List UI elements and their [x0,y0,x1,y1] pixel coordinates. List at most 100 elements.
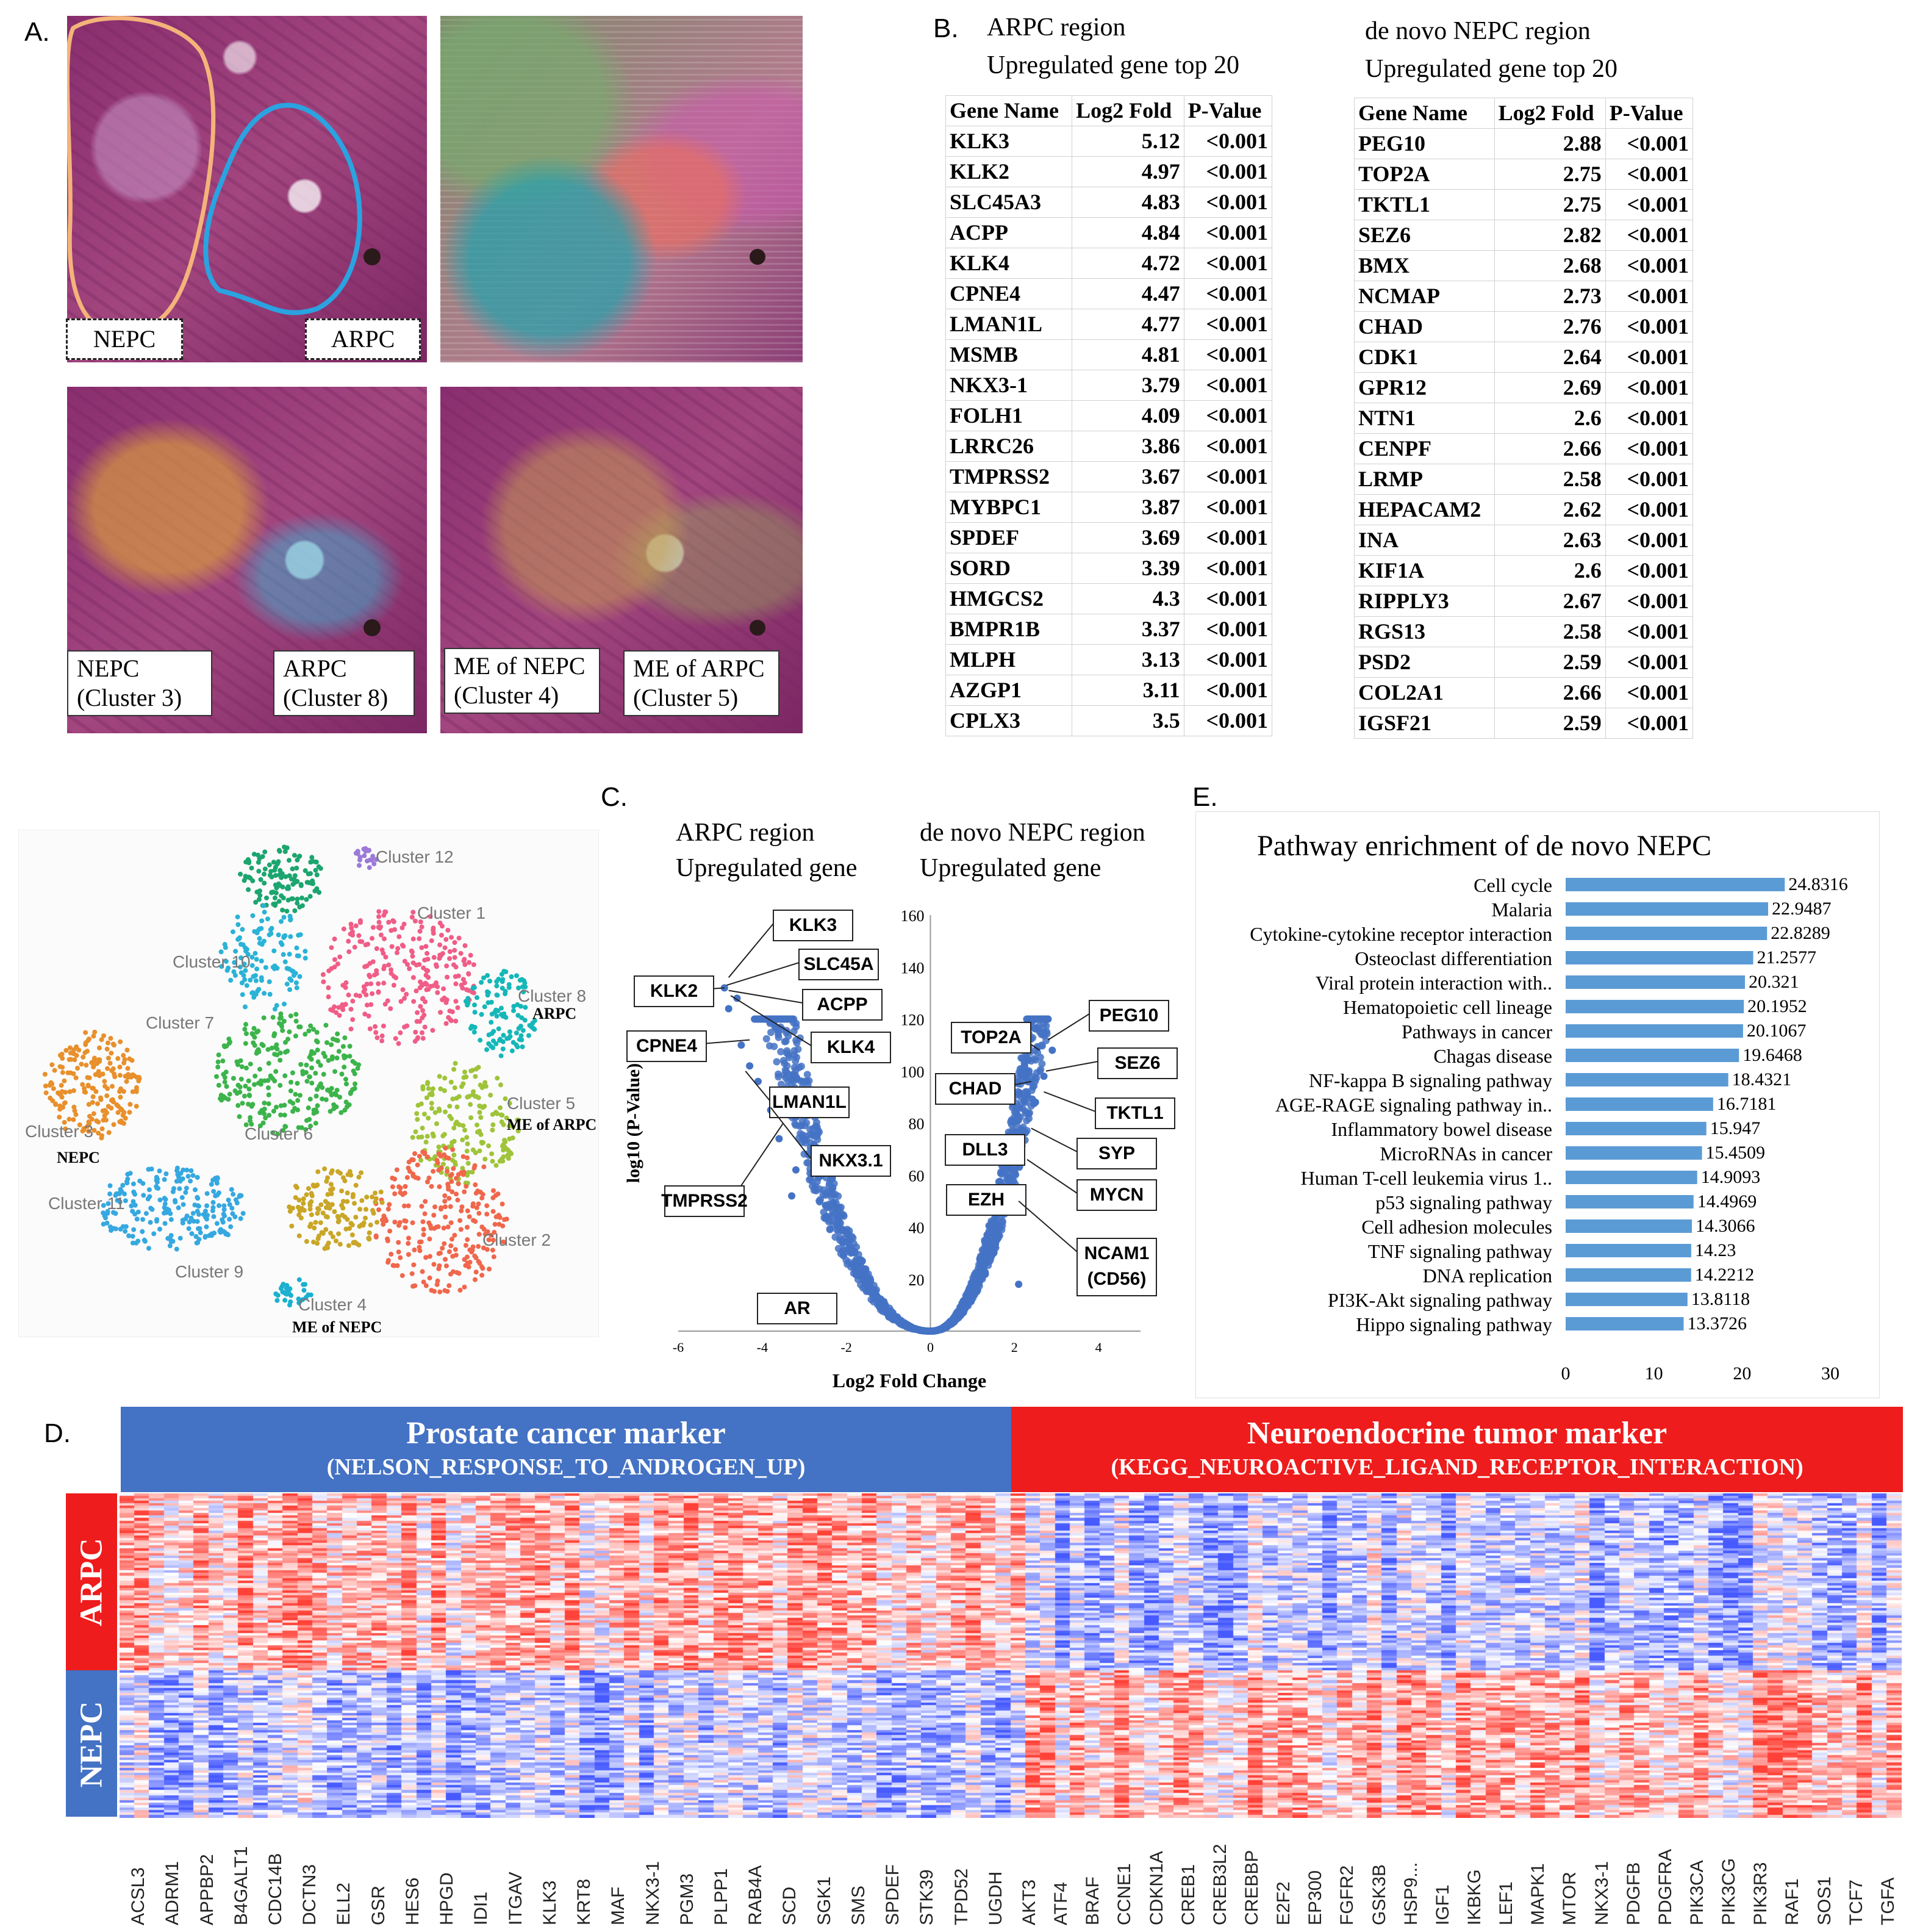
volcano-point [1015,1280,1023,1288]
umap-point [423,1255,429,1260]
umap-point [484,1247,490,1252]
umap-point [146,1187,152,1193]
umap-point [282,959,288,964]
p-value-cell: <0.001 [1183,400,1273,431]
umap-point [218,949,224,955]
volcano-point [971,1281,979,1289]
umap-point [103,1215,109,1221]
umap-point [263,964,268,970]
umap-point [224,1083,229,1089]
nepc-gene-table: Gene Name Log2 Fold P-Value PEG10 2.88 <0.… [1354,98,1694,739]
gene-name-cell: PEG10 [1354,128,1495,159]
heatmap-gene-label: IGF1 [1432,1884,1453,1925]
callout-box [626,1030,707,1062]
p-value-cell: <0.001 [1183,339,1273,370]
umap-point [238,871,243,877]
log2-fold-cell: 2.88 [1494,128,1606,159]
gene-row: CPNE4 4.47 <0.001 [945,278,1273,309]
volcano-point [930,1327,937,1335]
umap-point [421,1232,426,1237]
p-value-cell: <0.001 [1605,342,1694,373]
umap-point [357,1207,363,1212]
gene-row: KLK2 4.97 <0.001 [945,156,1273,187]
umap-point [117,1199,123,1205]
gene-callout-label: KLK3 [789,915,837,935]
umap-point [498,1112,504,1118]
pathway-value-label: 24.8316 [1788,874,1848,894]
umap-point [249,1121,254,1127]
umap-point [252,1082,257,1087]
pathway-bar [1566,975,1745,989]
gene-callout-label: NKX3.1 [819,1151,883,1171]
callout-line [1031,1127,1078,1152]
umap-point [465,1094,470,1100]
gene-name-cell: CPNE4 [945,278,1073,309]
umap-point [278,1050,283,1056]
umap-point [293,1183,298,1189]
umap-point [441,1226,446,1231]
umap-point [254,957,259,962]
gene-name-cell: FOLH1 [945,400,1073,431]
umap-point [288,1079,293,1085]
umap-point [238,1193,244,1198]
umap-point [498,1082,503,1088]
umap-point [188,1179,193,1184]
heatmap-gene-label: GSR [368,1885,389,1925]
volcano-point [907,1323,915,1331]
umap-point [241,972,246,978]
umap-point [346,938,351,944]
umap-point [445,927,451,933]
gene-name-cell: NKX3-1 [945,370,1073,401]
heatmap-gene-label: MAPK1 [1528,1863,1549,1925]
callout-line [726,962,800,986]
umap-point [471,1089,476,1094]
umap-point [43,1083,48,1089]
p-value-cell: <0.001 [1183,492,1273,523]
umap-point [420,1008,425,1013]
umap-point [303,1032,308,1037]
volcano-y-tick: 60 [908,1167,924,1185]
log2-fold-cell: 3.79 [1072,370,1184,401]
umap-point [376,914,382,919]
umap-point [253,900,259,905]
volcano-point [797,1063,805,1071]
umap-point [376,989,381,995]
umap-point [323,1227,329,1232]
umap-point [485,972,490,978]
umap-point [293,971,298,976]
umap-point [287,913,293,919]
umap-point [121,1121,127,1126]
heatmap-gene-label: CREBBP [1242,1850,1263,1925]
umap-point [516,985,521,991]
umap-point [506,982,512,987]
volcano-point [746,1062,754,1070]
gene-row: NCMAP 2.73 <0.001 [1354,281,1694,312]
pathway-value-label: 20.1067 [1747,1021,1807,1041]
gene-name-cell: IGSF21 [1354,708,1495,739]
umap-point [356,863,362,868]
label-arpc-a: ARPC [305,318,421,360]
umap-point [376,1207,382,1213]
umap-point [370,1194,375,1200]
umap-point [448,1204,453,1209]
umap-point [98,1097,104,1102]
umap-point [443,936,449,942]
umap-point [239,980,245,986]
umap-point [309,1080,315,1086]
log2-fold-cell: 2.59 [1494,647,1606,678]
pathway-bar [1566,1171,1697,1184]
p-value-cell: <0.001 [1183,187,1273,218]
umap-point [473,1074,478,1079]
umap-point [318,866,323,871]
umap-point [518,1033,524,1038]
umap-point [94,1118,99,1124]
umap-point [402,1024,407,1030]
umap-point [465,1224,470,1230]
umap-point [329,966,334,971]
umap-point [249,990,255,996]
umap-point [308,1123,313,1129]
umap-point [154,1177,159,1183]
umap-point [361,1220,367,1226]
umap-point [486,1143,492,1149]
umap-point [115,1056,121,1061]
